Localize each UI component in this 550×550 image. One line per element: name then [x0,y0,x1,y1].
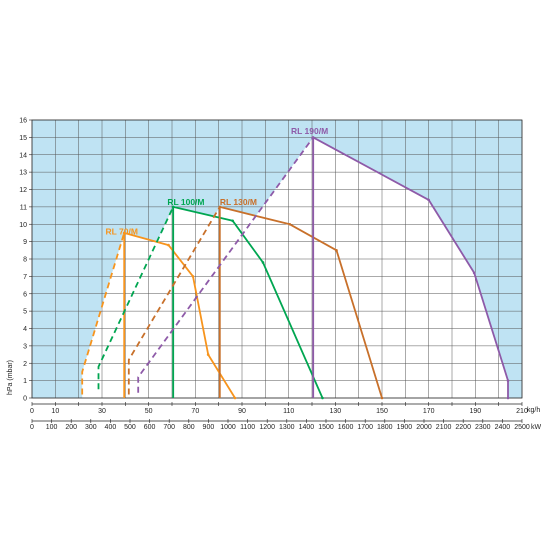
x-tick-label: 190 [469,408,481,415]
x-tick-label: 130 [329,408,341,415]
series-rl70-point [191,275,195,278]
series-rl100-envelope-line [172,206,324,399]
x2-tick-label: 2000 [416,424,432,431]
series-rl190-point [311,136,315,139]
x-axis-unit-kw: kW [531,424,542,431]
series-rl70-point [233,396,237,400]
x-tick-label: 10 [51,408,59,415]
series-labels: RL 70/M RL 100/M RL 130/M RL 190/M [106,126,329,237]
x2-tick-label: 600 [144,424,156,431]
x2-tick-label: 2100 [436,424,452,431]
x2-tick-label: 1200 [259,424,275,431]
series-rl130-point [288,222,292,226]
x-tick-label: 70 [191,408,199,415]
series-label-rl70: RL 70/M [106,227,138,237]
x2-tick-label: 1500 [318,424,334,431]
x2-tick-label: 1900 [397,424,413,431]
y-tick-label: 13 [19,170,27,177]
x2-tick-label: 2300 [475,424,491,431]
series-label-rl100: RL 100/M [167,197,204,207]
series-rl70-point [167,243,170,247]
x2-tick-label: 300 [85,424,97,431]
x2-tick-label: 900 [203,424,215,431]
series-rl190-point [472,271,476,275]
x2-tick-label: 2200 [455,424,471,431]
series-label-rl190: RL 190/M [291,126,328,136]
y-tick-label: 5 [23,309,27,316]
y-tick-label: 2 [23,361,27,368]
y-tick-label: 12 [19,187,27,194]
series-group [81,136,510,400]
x2-tick-label: 2500 [514,424,530,431]
x-tick-label: 150 [376,408,388,415]
x-axis-ticks-kgh: 0 10 30 50 70 90 110 130 150 170 190 210 [30,402,528,415]
x2-tick-label: 1000 [220,424,236,431]
x2-tick-label: 1700 [357,424,373,431]
x2-tick-label: 1800 [377,424,393,431]
x2-tick-label: 1300 [279,424,295,431]
x-tick-label: 90 [238,408,246,415]
y-tick-label: 7 [23,274,27,281]
y-tick-label: 6 [23,291,27,298]
x-tick-label: 50 [145,408,153,415]
y-tick-label: 11 [20,204,27,211]
x-tick-label: 30 [98,408,106,415]
x2-tick-label: 1400 [299,424,315,431]
series-rl100-dashed-line [97,206,175,390]
series-rl100-point [171,205,175,209]
y-axis-label: hPa (mbar) [7,360,14,395]
series-rl70-point [122,231,126,235]
x2-tick-label: 500 [124,424,136,431]
x2-tick-label: 2400 [495,424,511,431]
series-rl130-point [335,249,338,252]
x2-tick-label: 1600 [338,424,354,431]
x-tick-label: 210 [516,408,528,415]
x2-tick-label: 800 [183,424,195,431]
series-rl190-point [506,379,510,382]
x-tick-label: 0 [30,408,34,415]
series-rl130-point [380,396,384,400]
y-tick-label: 9 [23,239,27,246]
x2-tick-label: 400 [105,424,117,431]
y-tick-label: 15 [19,135,27,142]
series-rl100-point [231,219,234,223]
y-tick-label: 14 [19,152,27,159]
x-tick-label: 110 [283,408,294,415]
x2-tick-label: 0 [30,424,34,431]
y-tick-label: 0 [23,396,27,403]
y-tick-label: 4 [23,326,27,333]
y-tick-label: 16 [19,118,27,125]
series-rl130-point [218,205,222,209]
envelope-fill-rl190 [138,137,508,398]
series-rl190-point [506,396,510,400]
series-rl190-dashed-line [137,136,314,393]
y-tick-label: 8 [23,257,27,264]
x2-tick-label: 700 [163,424,175,431]
x-axis-ticks-kw: 0 100 200 300 400 500 600 700 800 900 1000 1100 1200… [30,419,530,431]
y-tick-label: 1 [23,378,27,385]
series-rl70-point [206,353,210,356]
x2-tick-label: 100 [46,424,58,431]
y-tick-label: 10 [19,222,27,229]
series-rl100-point [261,261,265,264]
series-rl190-point [427,198,430,202]
series-label-rl130: RL 130/M [220,197,257,207]
series-rl70-dashed-line [81,232,126,395]
x2-tick-label: 200 [65,424,77,431]
x2-tick-label: 1100 [240,424,255,431]
y-tick-label: 3 [23,343,27,350]
series-rl130-dashed-line [127,206,221,395]
series-rl100-point [321,396,324,400]
x-axis-unit-kgh: kg/h [527,407,540,414]
x-tick-label: 170 [423,408,435,415]
